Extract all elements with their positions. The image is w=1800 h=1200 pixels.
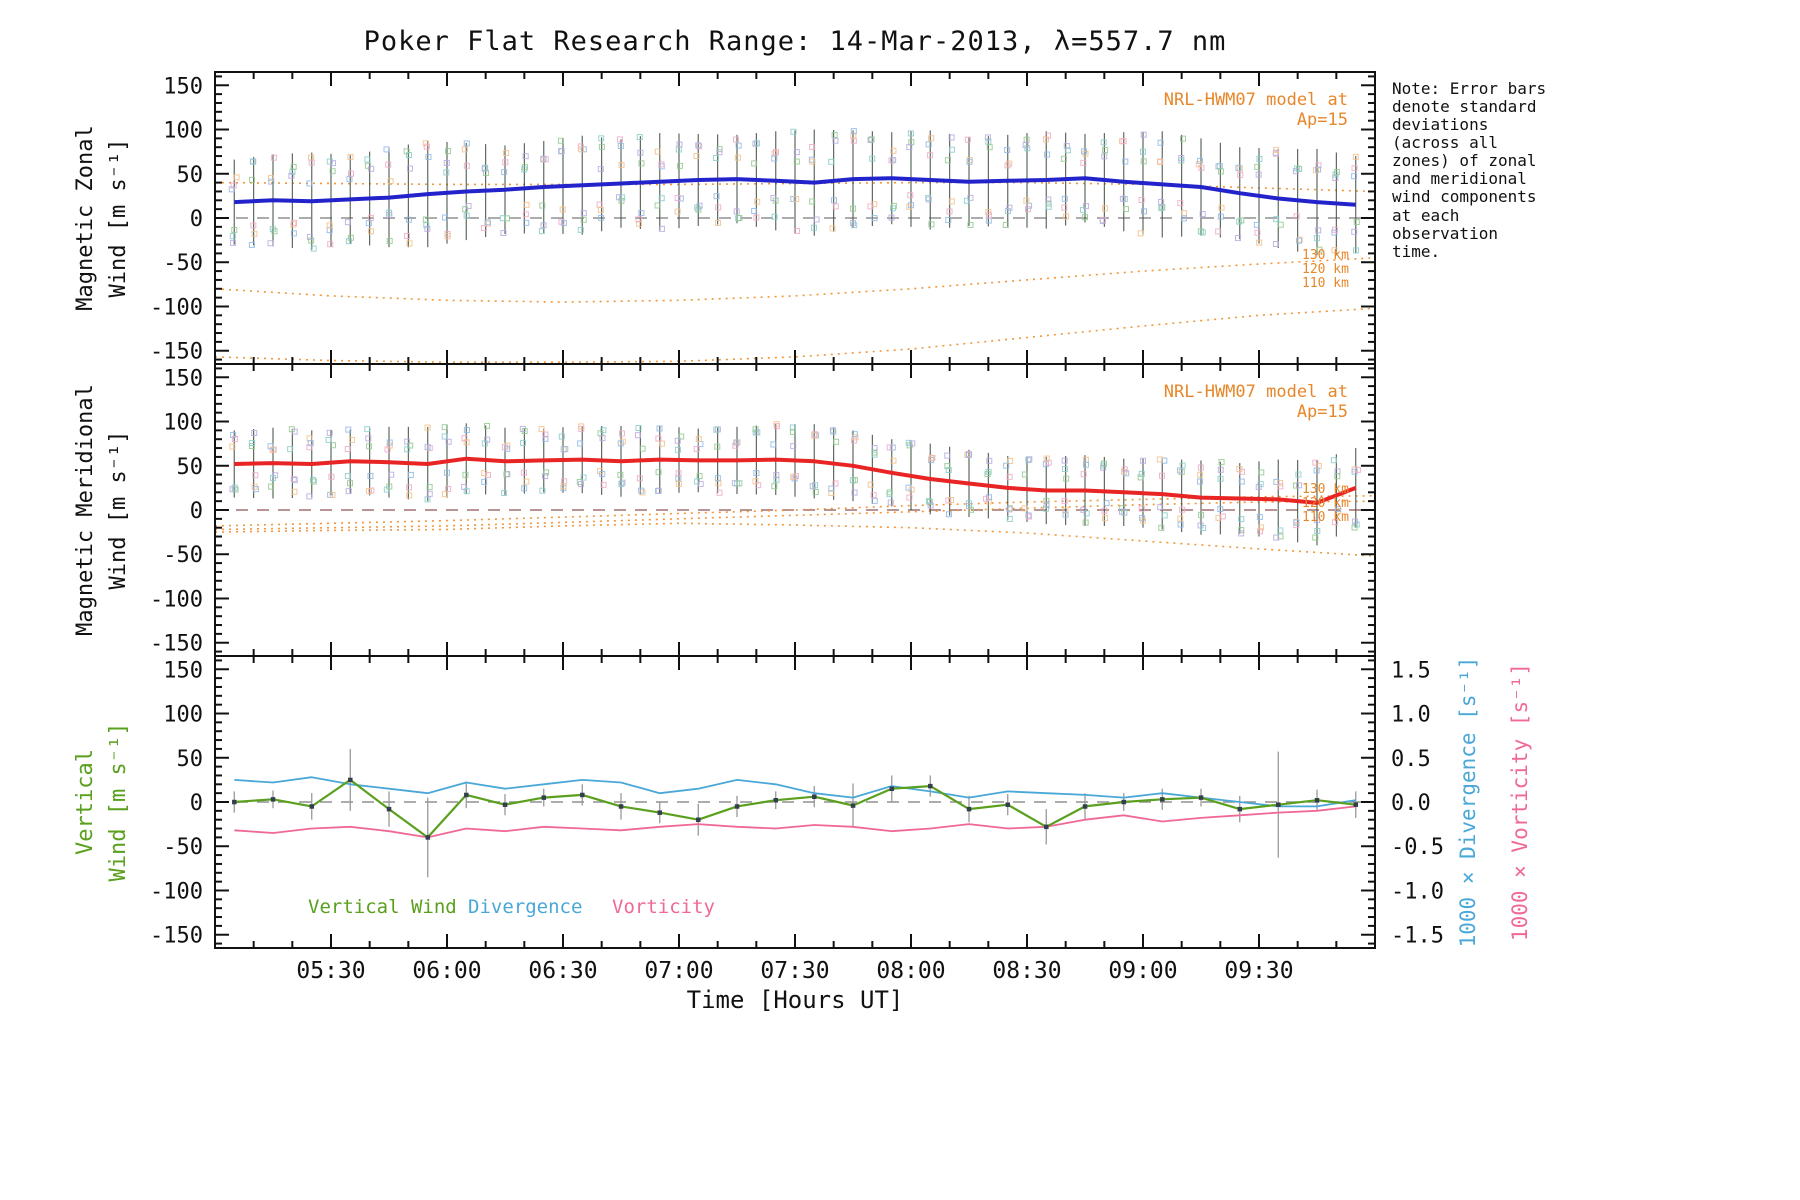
page-title: Poker Flat Research Range: 14-Mar-2013, … (363, 26, 1227, 57)
y-axis-label-vertical-line1: Vertical (73, 749, 98, 855)
svg-text:50: 50 (177, 163, 204, 188)
y-axis-label-vertical-line2: Wind [m s⁻¹] (106, 722, 131, 882)
svg-text:100: 100 (163, 119, 203, 144)
svg-text:0.5: 0.5 (1391, 747, 1431, 772)
svg-text:50: 50 (177, 455, 204, 480)
y-axis-label-vertical: Vertical Wind [m s⁻¹] (69, 723, 135, 882)
svg-text:06:00: 06:00 (412, 958, 481, 984)
svg-text:07:00: 07:00 (644, 958, 713, 984)
legend-divergence: Divergence (468, 896, 583, 918)
svg-text:06:30: 06:30 (528, 958, 597, 984)
legend-vertical-wind: Vertical Wind (308, 896, 457, 918)
y-axis-label-divergence: 1000 × Divergence [s⁻¹] (1456, 656, 1480, 948)
svg-text:100: 100 (163, 703, 203, 728)
svg-text:-100: -100 (150, 587, 203, 612)
svg-text:150: 150 (163, 366, 203, 391)
svg-text:09:30: 09:30 (1224, 958, 1293, 984)
svg-text:-50: -50 (163, 543, 203, 568)
svg-text:-150: -150 (150, 340, 203, 365)
svg-text:-50: -50 (163, 251, 203, 276)
svg-text:150: 150 (163, 658, 203, 683)
y-axis-label-zonal-line1: Magnetic Zonal (73, 125, 98, 311)
model-annotation-meridional: NRL-HWM07 model at Ap=15 (1163, 382, 1348, 422)
y-axis-label-zonal-line2: Wind [m s⁻¹] (106, 138, 131, 298)
y-axis-label-meridional-line2: Wind [m s⁻¹] (106, 430, 131, 590)
model-annotation-zonal: NRL-HWM07 model at Ap=15 (1163, 90, 1348, 130)
svg-text:-100: -100 (150, 295, 203, 320)
svg-text:50: 50 (177, 747, 204, 772)
km-label-110-zonal: 110 km (1302, 276, 1349, 291)
svg-text:1.5: 1.5 (1391, 658, 1431, 683)
svg-text:100: 100 (163, 411, 203, 436)
svg-text:-100: -100 (150, 879, 203, 904)
y-axis-label-vorticity: 1000 × Vorticity [s⁻¹] (1508, 662, 1532, 942)
km-label-110-meridional: 110 km (1302, 510, 1349, 525)
km-label-130-meridional: 130 km (1302, 482, 1349, 497)
svg-text:0: 0 (190, 791, 203, 816)
svg-text:08:30: 08:30 (992, 958, 1061, 984)
y-axis-label-meridional: Magnetic Meridional Wind [m s⁻¹] (69, 384, 135, 636)
y-axis-label-zonal: Magnetic Zonal Wind [m s⁻¹] (69, 125, 135, 310)
svg-text:08:00: 08:00 (876, 958, 945, 984)
legend-vorticity: Vorticity (612, 896, 715, 918)
svg-text:0: 0 (190, 499, 203, 524)
svg-text:0: 0 (190, 207, 203, 232)
svg-text:-1.5: -1.5 (1391, 924, 1444, 949)
svg-text:05:30: 05:30 (296, 958, 365, 984)
svg-text:-1.0: -1.0 (1391, 879, 1444, 904)
svg-text:09:00: 09:00 (1108, 958, 1177, 984)
km-label-120-zonal: 120 km (1302, 262, 1349, 277)
x-axis-label: Time [Hours UT] (686, 986, 904, 1014)
svg-text:-150: -150 (150, 632, 203, 657)
svg-text:0.0: 0.0 (1391, 791, 1431, 816)
svg-text:-0.5: -0.5 (1391, 835, 1444, 860)
svg-text:-150: -150 (150, 924, 203, 949)
km-label-120-meridional: 120 km (1302, 496, 1349, 511)
y-axis-label-meridional-line1: Magnetic Meridional (73, 384, 98, 636)
km-label-130-zonal: 130 km (1302, 248, 1349, 263)
svg-text:150: 150 (163, 74, 203, 99)
svg-text:07:30: 07:30 (760, 958, 829, 984)
svg-text:1.0: 1.0 (1391, 703, 1431, 728)
svg-text:-50: -50 (163, 835, 203, 860)
note-text: Note: Error bars denote standard deviati… (1392, 79, 1547, 261)
